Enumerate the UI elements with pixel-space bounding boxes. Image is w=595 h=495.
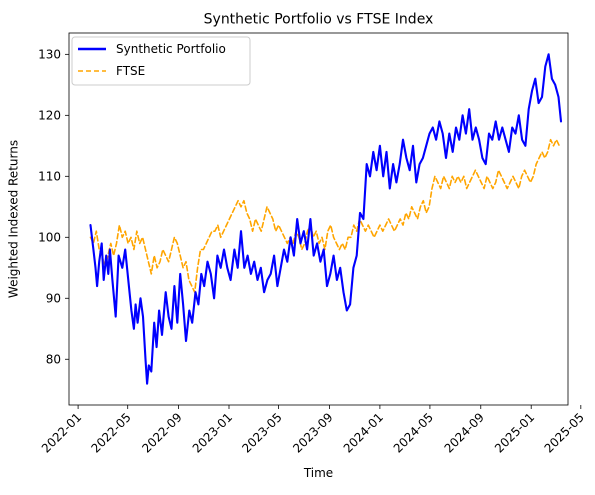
y-tick-label: 110 [38,169,61,183]
y-axis-label: Weighted Indexed Returns [7,140,21,298]
plot-frame [68,32,569,406]
legend-label-synthetic-portfolio: Synthetic Portfolio [116,42,226,56]
y-tick-label: 100 [38,230,61,244]
legend: Synthetic Portfolio FTSE [71,36,251,86]
series-line-synthetic-portfolio [89,53,563,385]
chart-title: Synthetic Portfolio vs FTSE Index [204,12,434,28]
y-tick-label: 80 [46,352,61,366]
series-line-ftse [89,138,562,294]
series-layer [89,53,563,385]
legend-box [71,36,251,86]
y-tick-label: 130 [38,47,61,61]
y-tick-label: 120 [38,108,61,122]
x-axis-label: Time [303,466,333,480]
legend-label-ftse: FTSE [116,64,145,78]
y-tick-label: 90 [46,291,61,305]
